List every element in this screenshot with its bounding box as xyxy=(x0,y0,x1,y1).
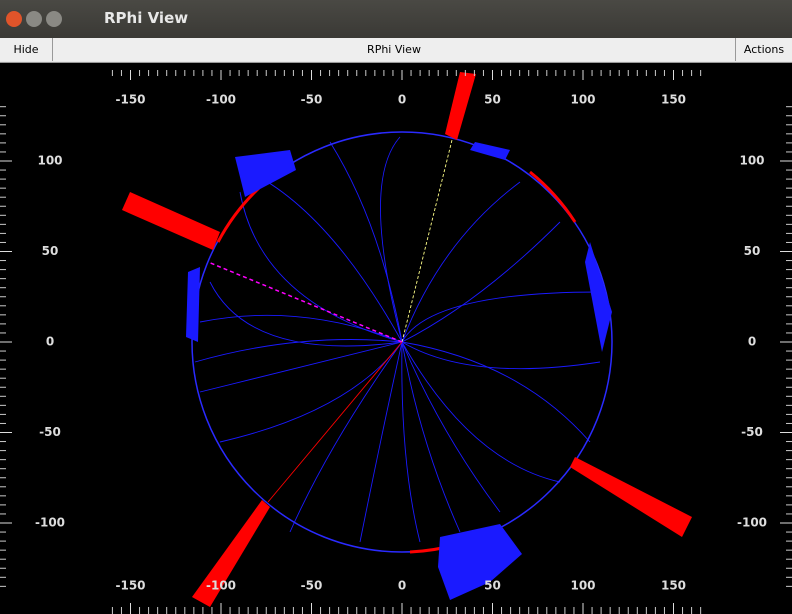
maximize-button[interactable] xyxy=(46,11,62,27)
x-tick-label: 100 xyxy=(570,93,595,107)
x-tick-label: 50 xyxy=(484,579,501,593)
y-tick-label: 0 xyxy=(748,335,756,349)
y-tick-label: -100 xyxy=(737,516,767,530)
y-tick-label: -50 xyxy=(39,425,61,439)
close-button[interactable] xyxy=(6,11,22,27)
x-tick-label: 0 xyxy=(398,579,406,593)
y-tick-label: 50 xyxy=(42,244,59,258)
x-tick-label: -150 xyxy=(115,579,145,593)
x-tick-label: 150 xyxy=(661,579,686,593)
actions-button[interactable]: Actions xyxy=(736,38,792,61)
x-tick-label: 150 xyxy=(661,93,686,107)
x-tick-label: 0 xyxy=(398,93,406,107)
x-tick-label: -100 xyxy=(206,93,236,107)
minimize-button[interactable] xyxy=(26,11,42,27)
rphi-canvas: -150 -150 -100 -100 -50 -50 0 0 50 50 100 100 150 150… xyxy=(0,62,792,614)
x-tick-label: 50 xyxy=(484,93,501,107)
title-bar: RPhi View xyxy=(0,0,792,38)
page: RPhi View Hide RPhi View Actions -150-15… xyxy=(0,0,792,614)
hide-button[interactable]: Hide xyxy=(0,38,53,61)
y-tick-label: 0 xyxy=(46,335,54,349)
toolbar: Hide RPhi View Actions xyxy=(0,38,792,63)
y-tick-label: 100 xyxy=(37,154,62,168)
x-tick-label: -50 xyxy=(301,93,323,107)
window-title: RPhi View xyxy=(104,9,188,27)
y-tick-label: -50 xyxy=(741,425,763,439)
x-tick-label: -50 xyxy=(301,579,323,593)
y-tick-label: -100 xyxy=(35,516,65,530)
y-tick-label: 100 xyxy=(739,154,764,168)
x-tick-label: -150 xyxy=(115,93,145,107)
event-display xyxy=(122,72,692,607)
x-tick-label: -100 xyxy=(206,579,236,593)
x-tick-label: 100 xyxy=(570,579,595,593)
y-tick-label: 50 xyxy=(744,244,761,258)
view-label: RPhi View xyxy=(53,38,736,61)
